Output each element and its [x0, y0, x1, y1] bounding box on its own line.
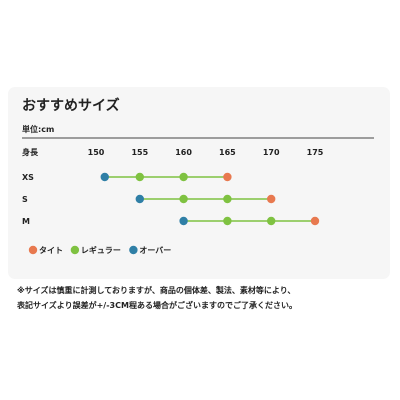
tick-label-155: 155	[131, 148, 148, 157]
row-label-s: S	[22, 195, 28, 204]
point-xs-151	[100, 172, 109, 182]
point-xs-160	[179, 172, 188, 182]
point-xs-165	[223, 172, 232, 182]
size-disclaimer: ※サイズは慎重に計測しておりますが、商品の個体差、製法、素材等により、 表記サイ…	[17, 283, 387, 313]
legend-dot-tight	[28, 245, 38, 255]
row-label-xs: XS	[22, 173, 34, 182]
tick-label-165: 165	[219, 148, 236, 157]
tick-label-160: 160	[175, 148, 192, 157]
unit-label: 単位:cm	[22, 125, 55, 134]
size-chart-card	[8, 87, 390, 279]
tick-label-150: 150	[88, 148, 105, 157]
row-label-m: M	[22, 217, 30, 226]
legend-dot-over	[129, 245, 138, 255]
point-s-165	[223, 194, 232, 204]
point-xs-155	[135, 172, 144, 182]
legend-label-regular: レギュラー	[81, 245, 121, 255]
legend-label-tight: タイト	[39, 245, 63, 255]
disclaimer-line-2: 表記サイズより誤差が+/-3CM程ある場合がございますのでご了承ください。	[17, 301, 297, 310]
chart-title: おすすめサイズ	[22, 98, 120, 114]
point-s-160	[179, 194, 188, 204]
point-m-170	[267, 216, 276, 226]
legend-dot-regular	[70, 245, 80, 255]
disclaimer-line-1: ※サイズは慎重に計測しておりますが、商品の個体差、製法、素材等により、	[17, 286, 296, 295]
tick-label-175: 175	[307, 148, 324, 157]
axis-label: 身長	[22, 147, 39, 157]
point-s-170	[267, 194, 276, 204]
point-m-175	[310, 216, 320, 226]
point-m-160	[179, 216, 188, 226]
point-m-165	[223, 216, 232, 226]
point-s-155	[135, 194, 144, 204]
legend-label-over: オーバー	[139, 246, 171, 255]
tick-label-170: 170	[263, 148, 280, 157]
